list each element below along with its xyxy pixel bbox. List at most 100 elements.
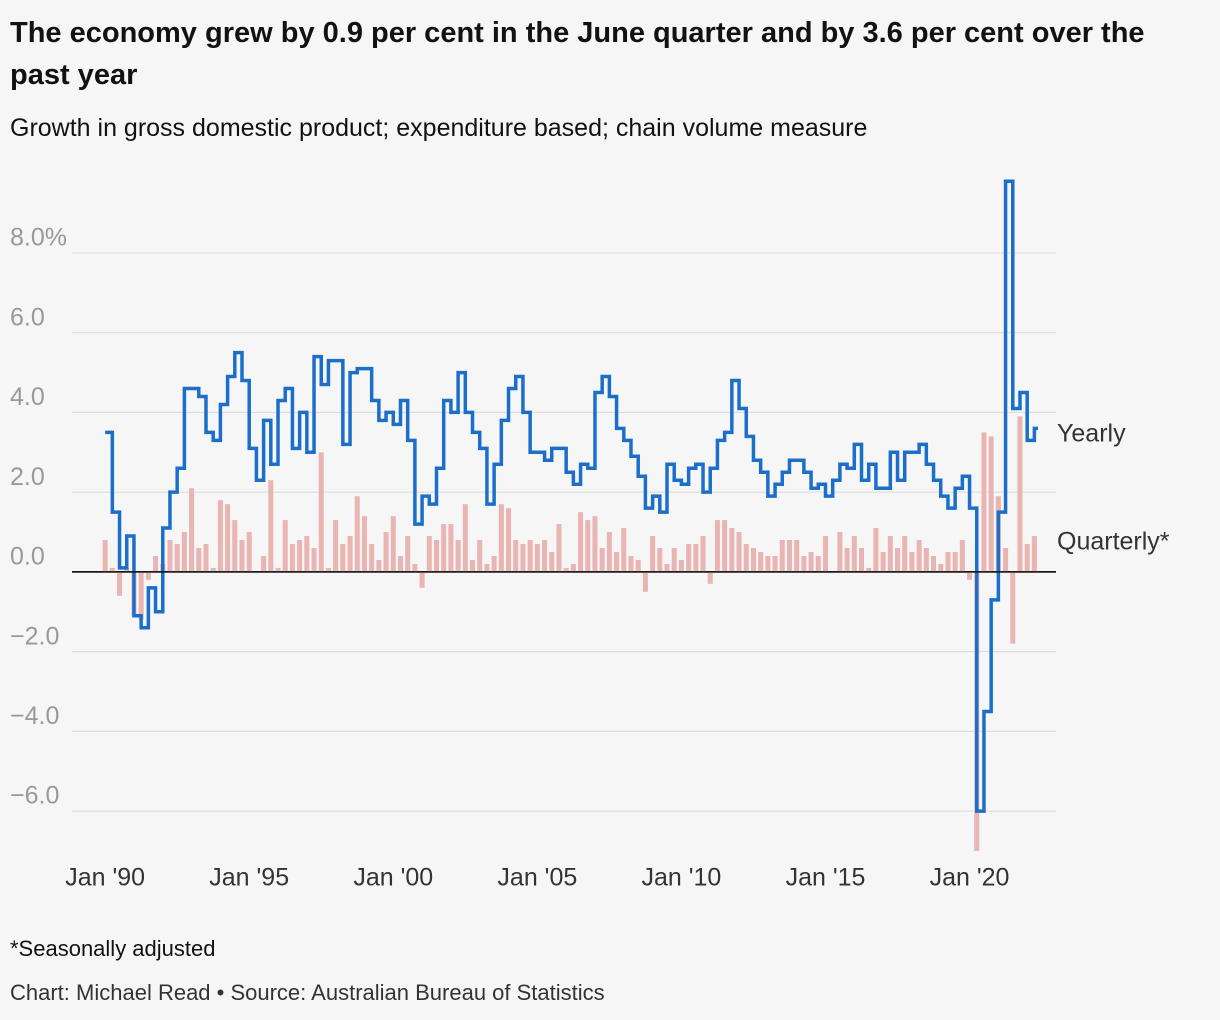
x-tick-label: Jan '00 <box>353 864 433 892</box>
bar <box>758 551 764 572</box>
bar <box>390 516 396 572</box>
chart-subtitle: Growth in gross domestic product; expend… <box>10 114 868 142</box>
bar <box>1003 547 1009 572</box>
bar <box>815 555 821 572</box>
bar <box>844 547 850 572</box>
bar <box>621 528 627 572</box>
bar <box>289 544 295 572</box>
bar <box>959 540 965 572</box>
bar <box>895 547 901 572</box>
bar <box>124 567 130 572</box>
bar <box>153 555 159 572</box>
bar <box>491 555 497 572</box>
footnote: *Seasonally adjusted <box>10 936 216 961</box>
bar <box>1010 571 1016 644</box>
bar <box>469 559 476 572</box>
bar <box>383 532 389 572</box>
bar <box>376 559 382 572</box>
bar <box>433 540 440 572</box>
bar <box>887 536 893 572</box>
y-tick-label: −6.0 <box>10 782 59 810</box>
bar <box>542 540 548 572</box>
y-tick-label: −2.0 <box>10 622 59 650</box>
series-label: Yearly <box>1057 420 1126 448</box>
bar <box>671 547 677 572</box>
bar <box>268 480 274 572</box>
bar <box>498 504 504 572</box>
bar <box>455 540 461 572</box>
bar <box>736 532 742 572</box>
bar <box>693 544 699 572</box>
bar <box>145 571 151 580</box>
bar <box>923 547 929 572</box>
bar <box>102 540 108 572</box>
bar <box>405 536 411 572</box>
bar <box>347 536 353 572</box>
x-tick-label: Jan '05 <box>497 864 577 892</box>
bar <box>462 504 468 572</box>
source: Chart: Michael Read • Source: Australian… <box>10 980 605 1005</box>
bar <box>779 540 785 572</box>
bar <box>167 540 173 572</box>
y-tick-label: −4.0 <box>10 702 59 730</box>
bar <box>1024 544 1030 572</box>
chart: −6.0 −4.0 −2.0 0.0 2.0 4.0 6.0 8.0% Jan '90 Jan '… <box>10 179 1170 892</box>
bar <box>275 567 281 572</box>
bar <box>858 547 865 572</box>
bar <box>397 555 404 572</box>
bar <box>592 516 598 572</box>
y-tick-label: 0.0 <box>10 543 45 571</box>
bar <box>304 536 310 572</box>
x-tick-label: Jan '20 <box>930 864 1010 892</box>
bar <box>109 567 115 572</box>
bar <box>513 540 519 572</box>
bar <box>563 567 569 572</box>
series-label: Quarterly* <box>1057 528 1170 556</box>
bar <box>916 540 922 572</box>
bar <box>851 536 857 572</box>
bar <box>750 547 756 572</box>
bar <box>311 547 317 572</box>
bar <box>333 520 339 572</box>
bar <box>664 563 670 572</box>
bar <box>441 524 447 572</box>
bar <box>1017 416 1023 572</box>
bar <box>628 555 634 572</box>
bar <box>988 436 994 572</box>
bar <box>369 544 375 572</box>
bar <box>361 516 367 572</box>
bar <box>700 536 706 572</box>
bar <box>340 544 346 572</box>
bar <box>217 500 223 572</box>
bar <box>239 540 245 572</box>
bar <box>967 571 973 580</box>
bar <box>599 547 605 572</box>
bar <box>578 512 584 572</box>
bar <box>189 488 195 572</box>
bar <box>873 528 879 572</box>
bar <box>570 563 576 572</box>
bar <box>642 571 648 592</box>
bar <box>585 520 591 572</box>
bar <box>909 551 915 572</box>
y-tick-label: 2.0 <box>10 463 45 491</box>
bar <box>282 520 288 572</box>
bar <box>880 551 886 572</box>
bar <box>527 540 533 572</box>
bar <box>354 496 360 572</box>
bar <box>117 571 123 596</box>
bar <box>678 559 684 572</box>
bar <box>938 563 944 572</box>
bar <box>210 567 216 572</box>
bar <box>520 544 526 572</box>
line <box>105 179 1038 813</box>
bar <box>808 551 814 572</box>
bar <box>866 567 872 572</box>
bar <box>484 563 490 572</box>
bar <box>743 544 749 572</box>
bar <box>426 536 432 572</box>
bar <box>325 567 331 572</box>
bar <box>196 547 202 572</box>
bar <box>534 544 540 572</box>
